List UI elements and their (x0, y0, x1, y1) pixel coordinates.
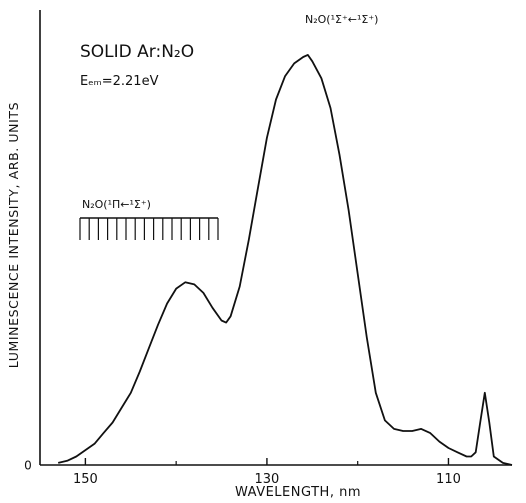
band-lower-label: N₂O(¹Π←¹Σ⁺) (82, 198, 151, 211)
x-ticks: 150 130 110 (73, 458, 461, 487)
x-axis-label: WAVELENGTH, nm (235, 485, 361, 500)
progression-comb (79, 217, 219, 240)
series-line (57, 54, 513, 466)
y-zero-label: 0 (24, 459, 32, 473)
x-tick-label-110: 110 (436, 472, 461, 487)
x-tick-label-130: 130 (255, 472, 280, 487)
band-upper-label: N₂O(¹Σ⁺←¹Σ⁺) (305, 13, 378, 26)
y-axis-label: LUMINESCENCE INTENSITY, ARB. UNITS (6, 102, 21, 368)
sample-label: SOLID Ar:N₂O (80, 42, 194, 62)
energy-label: Eₑₘ=2.21eV (80, 74, 159, 89)
x-tick-label-150: 150 (73, 472, 98, 487)
